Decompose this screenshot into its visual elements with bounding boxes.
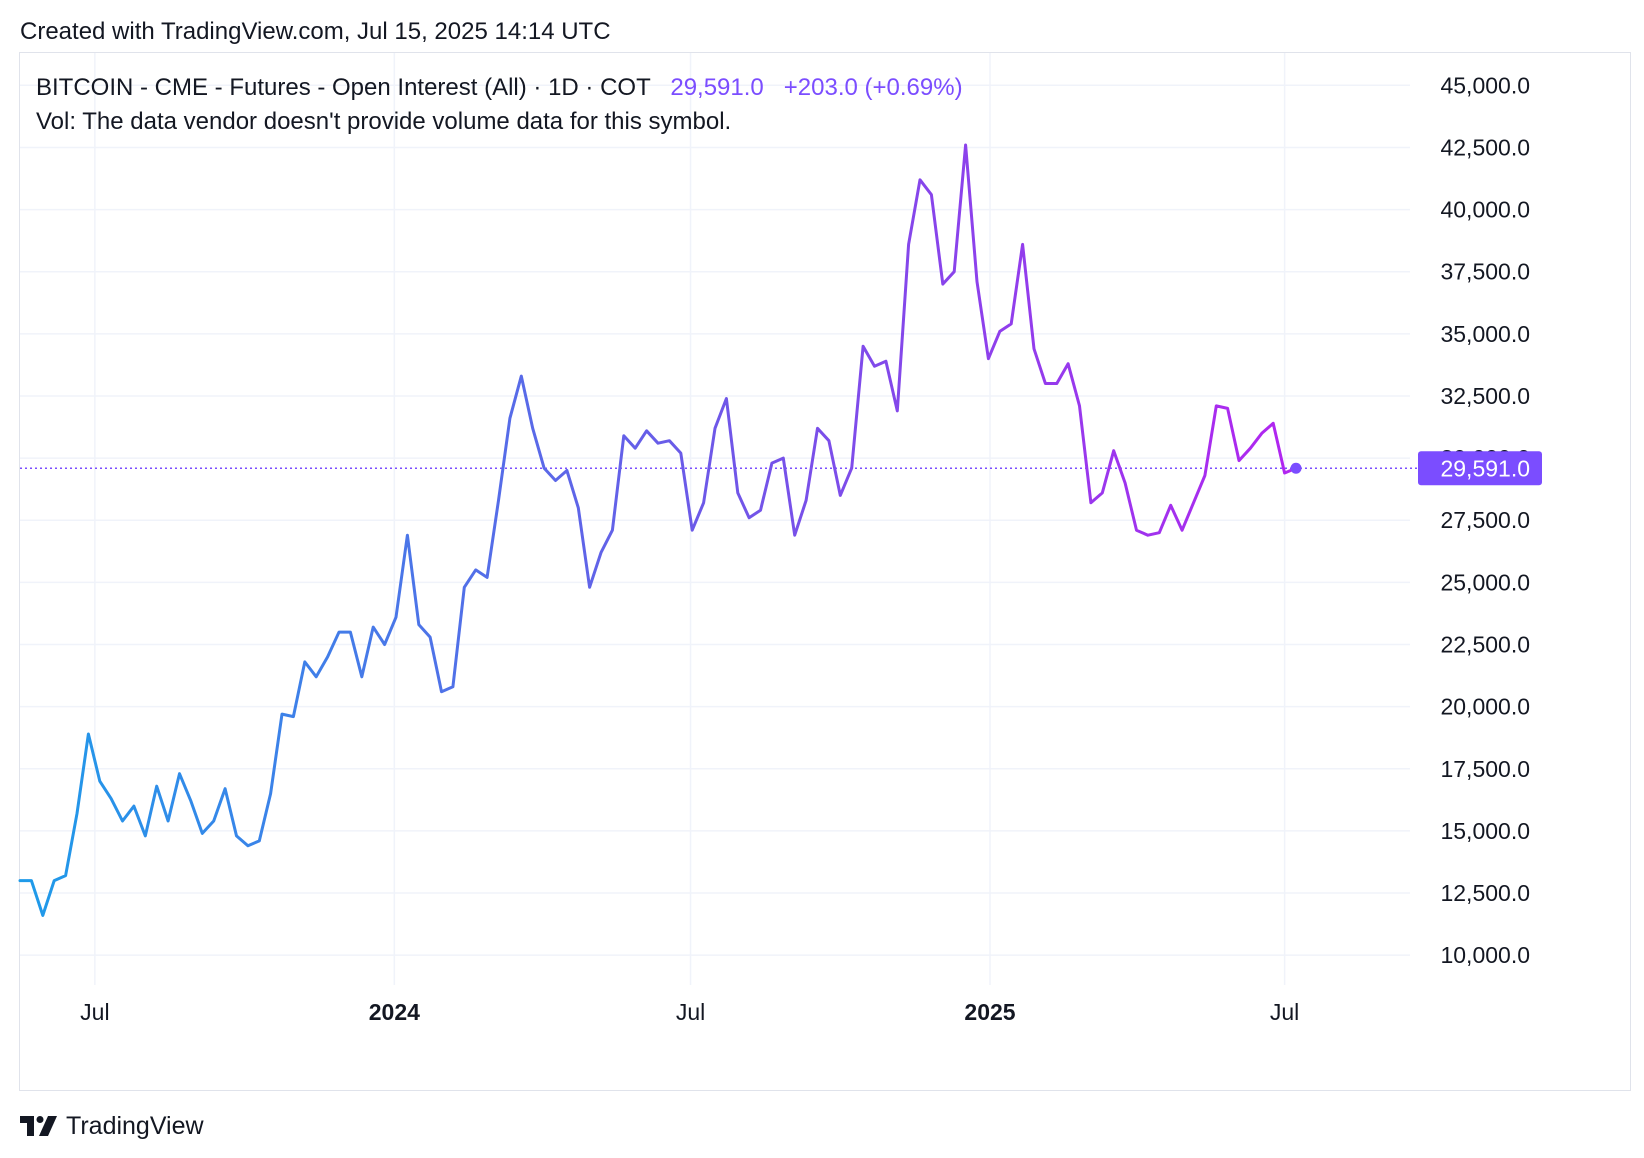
legend-change-pct: (+0.69%): [864, 74, 963, 101]
last-value-badge: [1418, 451, 1542, 486]
x-tick-label: 2024: [369, 999, 420, 1025]
price-axis[interactable]: 10,000.0 12,500.0 15,000.0 17,500.0 20,000.0…: [1440, 72, 1530, 968]
x-tick-label: Jul: [1270, 999, 1299, 1025]
y-tick-label: 20,000.0: [1440, 694, 1530, 720]
grid-lines: [20, 53, 1410, 985]
legend-last-value: 29,591.0: [670, 74, 764, 101]
brand-name: TradingView: [66, 1111, 204, 1140]
created-caption: Created with TradingView.com, Jul 15, 20…: [20, 18, 611, 45]
y-tick-label: 37,500.0: [1440, 259, 1530, 285]
y-tick-label: 10,000.0: [1440, 942, 1530, 968]
last-value-label: 29,591.0: [1418, 451, 1542, 486]
x-tick-label: Jul: [676, 999, 705, 1025]
y-tick-label: 35,000.0: [1440, 321, 1530, 347]
y-tick-label: 27,500.0: [1440, 507, 1530, 533]
y-tick-label: 42,500.0: [1440, 134, 1530, 160]
time-axis[interactable]: Jul 2024 Jul 2025 Jul: [80, 999, 1299, 1025]
y-tick-label: 15,000.0: [1440, 818, 1530, 844]
y-tick-label: 12,500.0: [1440, 880, 1530, 906]
legend-change: +203.0: [783, 74, 858, 101]
y-tick-label: 32,500.0: [1440, 383, 1530, 409]
open-interest-line: [18, 143, 1298, 917]
y-tick-label: 17,500.0: [1440, 756, 1530, 782]
chart-pane[interactable]: [19, 52, 1631, 1091]
series-line: [18, 143, 1298, 917]
last-value-marker: [1290, 462, 1302, 474]
legend-symbol: BITCOIN - CME - Futures - Open Interest …: [36, 74, 651, 101]
y-tick-label: 25,000.0: [1440, 569, 1530, 595]
legend-symbol-row: BITCOIN - CME - Futures - Open Interest …: [36, 74, 963, 102]
series-points: [1290, 462, 1302, 474]
brand-footer[interactable]: TradingView: [20, 1110, 204, 1142]
legend-volume-note: Vol: The data vendor doesn't provide vol…: [36, 108, 732, 135]
y-tick-label: 45,000.0: [1440, 72, 1530, 98]
last-value-badge-text: 29,591.0: [1440, 455, 1530, 481]
x-tick-label: 2025: [964, 999, 1015, 1025]
x-tick-label: Jul: [80, 999, 109, 1025]
tradingview-logo-icon: [20, 1116, 57, 1136]
y-tick-label: 22,500.0: [1440, 632, 1530, 658]
y-tick-label: 40,000.0: [1440, 197, 1530, 223]
